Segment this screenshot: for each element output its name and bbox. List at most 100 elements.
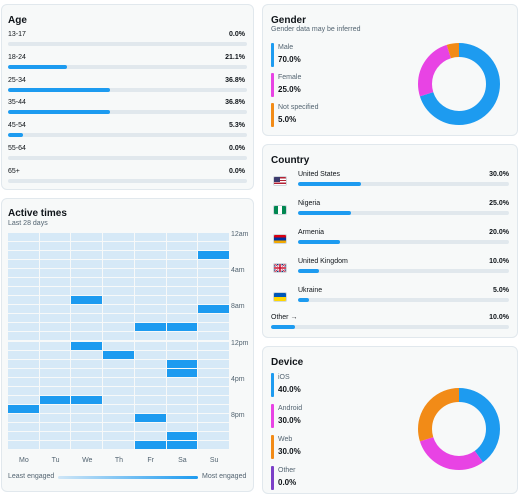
age-row-value: 36.8% [225,99,245,107]
heatmap-cell [71,332,103,341]
heatmap-cell [198,404,229,413]
heatmap-cell [8,287,39,296]
device-legend-swatch [271,435,274,459]
heatmap-cell [198,287,229,296]
heatmap-cell [103,359,134,368]
heatmap-cell [198,359,229,368]
heatmap-cell [166,350,198,359]
heatmap-cell [134,431,166,440]
heatmap-cell [166,404,198,413]
age-row-bar-fill [8,110,111,115]
heatmap-cell [134,341,166,350]
gender-donut-chart [418,43,500,125]
hour-axis-label: 8pm [231,411,245,419]
country-other-value: 10.0% [489,314,509,321]
heatmap-cell [71,260,103,269]
heatmap-cell [198,278,229,287]
armenia-flag-icon [273,234,287,244]
country-other-link[interactable]: Other → [271,314,298,321]
heatmap-cell [134,296,166,305]
heatmap-cell [39,359,71,368]
heatmap-cell [198,413,229,422]
heatmap-cell-engaged [39,395,71,404]
heatmap-cell [103,341,134,350]
heatmap-cell [71,404,103,413]
heatmap-cell [71,323,103,332]
device-card: Device iOS 40.0% Android 30.0% Web 30.0% Other… [262,346,518,494]
heatmap-cell [103,296,134,305]
age-row-bar [8,156,247,160]
heatmap-cell [71,431,103,440]
least-engaged-label: Least engaged [8,473,55,480]
heatmap-cell [198,314,229,323]
heatmap-cell [198,368,229,377]
device-title: Device [271,357,304,368]
heatmap-cell [166,395,198,404]
heatmap-cell [71,440,103,449]
age-row-value: 0.0% [229,167,245,175]
heatmap-cell [198,422,229,431]
heatmap-cell [103,332,134,341]
heatmap-cell [71,314,103,323]
device-legend-label: Other [278,467,296,474]
heatmap-cell [103,314,134,323]
heatmap-cell [39,305,71,314]
heatmap-cell [166,242,198,251]
gender-legend-swatch [271,43,274,67]
heatmap-cell [134,377,166,386]
heatmap-cell [39,323,71,332]
gender-legend-value: 70.0% [278,55,301,64]
active-times-card: Active times Last 28 days 12am 4am 8am 12pm… [1,198,254,492]
heatmap-cell [134,359,166,368]
heatmap-cell [198,323,229,332]
country-row-bar [298,269,509,273]
heatmap-cell-engaged [166,431,198,440]
heatmap-cell [39,386,71,395]
heatmap-cell [103,413,134,422]
device-legend-swatch [271,373,274,397]
heatmap-cell [198,332,229,341]
heatmap-cell [71,251,103,260]
heatmap-cell [198,260,229,269]
age-row-bar [8,42,247,46]
heatmap-cell [134,287,166,296]
heatmap-cell-engaged [134,323,166,332]
gender-title: Gender [271,15,307,26]
country-title: Country [271,155,310,166]
heatmap-cell [39,377,71,386]
heatmap-cell [71,278,103,287]
heatmap-cell [166,296,198,305]
heatmap-cell [71,422,103,431]
device-legend-value: 30.0% [278,447,301,456]
country-row-value: 10.0% [489,258,509,265]
heatmap-cell [134,278,166,287]
heatmap-cell [166,341,198,350]
age-row-label: 55-64 [8,145,26,152]
heatmap-cell [8,314,39,323]
heatmap-cell [39,278,71,287]
country-row-value: 20.0% [489,229,509,236]
country-row-label: Armenia [298,229,325,236]
heatmap-cell [39,242,71,251]
device-legend-label: iOS [278,374,290,381]
country-row-bar [298,182,509,186]
heatmap-cell [39,350,71,359]
heatmap-cell [134,242,166,251]
heatmap-cell [39,269,71,278]
device-slice-web [418,388,500,470]
heatmap-cell [8,359,39,368]
heatmap-cell [39,314,71,323]
gender-legend-value: 5.0% [278,115,297,124]
heatmap-cell [134,260,166,269]
country-row-bar-fill [298,211,351,215]
age-title: Age [8,15,27,26]
heatmap-cell [134,233,166,242]
device-legend-value: 0.0% [278,478,297,487]
day-axis-label: Su [209,457,219,464]
country-other-bar-fill [271,325,295,329]
heatmap-cell [8,440,39,449]
heatmap-cell [103,323,134,332]
heatmap-cell [198,350,229,359]
heatmap-cell [198,341,229,350]
hour-axis-label: 4am [231,267,245,275]
